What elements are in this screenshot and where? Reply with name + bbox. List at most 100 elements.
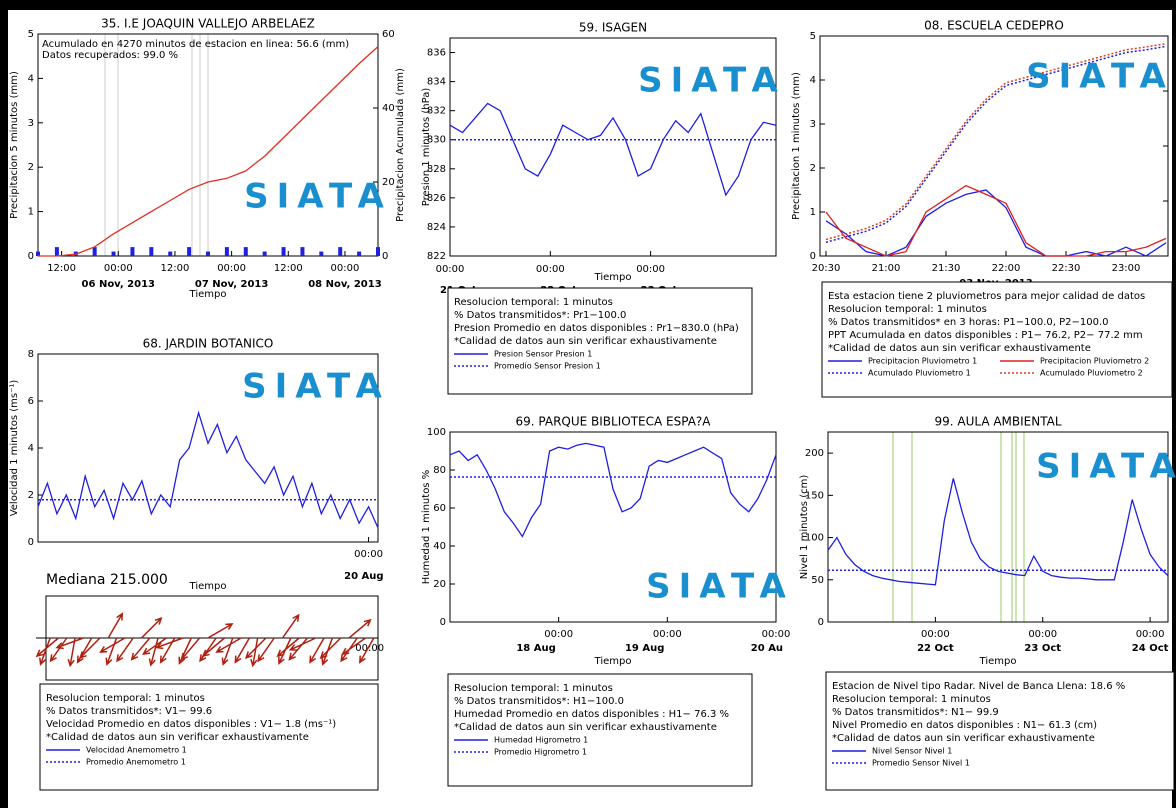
plot-frame xyxy=(449,431,777,623)
wind-arrow xyxy=(35,637,59,658)
series-line xyxy=(449,102,777,197)
wind-arrow xyxy=(142,637,167,656)
wind-arrow xyxy=(201,637,225,658)
x-tick-label: 00:00 xyxy=(921,629,950,640)
wind-arrow xyxy=(244,637,267,659)
info-text: % Datos transmitidos*: Pr1−100.0 xyxy=(454,310,626,321)
info-text: *Calidad de datos aun sin verificar exha… xyxy=(454,336,717,347)
chart-title: 99. AULA AMBIENTAL xyxy=(934,415,1061,429)
y2-tick-label: 0 xyxy=(382,251,388,262)
legend-label: Precipitacion Pluviometro 1 xyxy=(868,357,977,366)
info-text: Resolucion temporal: 1 minutos xyxy=(454,297,613,308)
y-tick-label: 5 xyxy=(810,31,816,42)
y-tick-label: 0 xyxy=(810,251,816,262)
x-tick-label: 00:00 xyxy=(544,629,573,640)
logo: SIATA xyxy=(646,567,794,607)
wind-arrow xyxy=(207,623,234,639)
wind-arrow xyxy=(67,637,76,668)
y-tick-label: 40 xyxy=(433,541,446,552)
x-tick-label: 20:30 xyxy=(812,263,841,274)
x-tick-label: 00:00 xyxy=(217,263,246,274)
x-tick-label: 00:00 xyxy=(355,643,384,654)
x-axis-label: Tiempo xyxy=(594,272,632,283)
logo: SIATA xyxy=(638,61,786,101)
x-axis-label: Tiempo xyxy=(594,656,632,667)
series-line xyxy=(825,45,1167,244)
y-tick-label: 100 xyxy=(805,533,824,544)
date-label: 23 Oct xyxy=(1024,643,1061,654)
y2-tick-label: 60 xyxy=(1172,86,1176,97)
wind-arrow xyxy=(155,637,184,650)
wind-arrow xyxy=(105,637,118,666)
y-tick-label: 2 xyxy=(28,162,34,173)
info-text: Esta estacion tiene 2 pluviometros para … xyxy=(828,291,1145,302)
wind-arrow xyxy=(55,637,84,650)
wind-arrow xyxy=(341,637,366,656)
x-tick-label: 12:00 xyxy=(47,263,76,274)
y-tick-label: 0 xyxy=(28,251,34,262)
wind-arrow xyxy=(199,637,217,663)
x-tick-label: 21:30 xyxy=(932,263,961,274)
wind-arrow xyxy=(39,637,51,666)
plot-frame xyxy=(449,37,777,257)
wind-arrow xyxy=(49,637,68,663)
y-axis-label: Presion 1 minutos (hPa) xyxy=(421,88,432,207)
x-tick-label: 23:00 xyxy=(1112,263,1141,274)
bar xyxy=(338,247,343,256)
y-axis-label: Humedad 1 minutos % xyxy=(421,470,432,584)
series-line xyxy=(825,42,1167,241)
x-tick-label: 00:00 xyxy=(653,629,682,640)
info-text: Resolucion temporal: 1 minutos xyxy=(828,304,987,315)
series-line xyxy=(38,46,379,257)
y-tick-label: 6 xyxy=(28,396,34,407)
logo: SIATA xyxy=(244,177,392,217)
annotation: Datos recuperados: 99.0 % xyxy=(42,50,178,61)
y-tick-label: 80 xyxy=(433,465,446,476)
y-tick-label: 0 xyxy=(818,617,824,628)
chart-title: 69. PARQUE BIBLIOTECA ESPA?A xyxy=(516,415,712,429)
y-tick-label: 200 xyxy=(805,448,824,459)
bar xyxy=(281,247,286,256)
x-tick-label: 00:00 xyxy=(636,264,665,275)
info-box xyxy=(447,673,753,787)
legend-label: Presion Sensor Presion 1 xyxy=(494,350,592,359)
wind-arrow xyxy=(148,637,159,667)
logo: SIATA xyxy=(1026,57,1174,97)
y-tick-label: 100 xyxy=(427,427,446,438)
y-tick-label: 2 xyxy=(810,163,816,174)
info-text: % Datos transmitidos*: H1−100.0 xyxy=(454,696,624,707)
plot-frame xyxy=(827,431,1169,623)
wind-arrow xyxy=(309,637,325,664)
y-tick-label: 836 xyxy=(427,48,446,59)
date-label: 07 Nov, 2013 xyxy=(195,279,268,290)
info-text: Estacion de Nivel tipo Radar. Nivel de B… xyxy=(832,681,1125,692)
wind-arrow xyxy=(234,637,250,664)
info-text: Presion Promedio en datos disponibles : … xyxy=(454,323,739,334)
wind-arrow xyxy=(250,637,259,668)
y-tick-label: 60 xyxy=(433,503,446,514)
date-label: 20 Au xyxy=(751,643,783,654)
wind-arrow xyxy=(140,617,163,639)
wind-arrow xyxy=(78,637,101,659)
wind-arrow xyxy=(99,637,126,653)
bar xyxy=(168,251,173,256)
wind-arrow xyxy=(130,637,151,661)
y-tick-label: 4 xyxy=(810,75,816,86)
x-axis-label: Tiempo xyxy=(189,289,227,300)
y-tick-label: 20 xyxy=(433,579,446,590)
legend-label: Promedio Anemometro 1 xyxy=(86,758,186,767)
y2-tick-label: 80 xyxy=(1172,31,1176,42)
y-tick-label: 0 xyxy=(28,537,34,548)
wind-arrow xyxy=(221,637,234,666)
y-axis-label: Nivel 1 minutos (cm) xyxy=(799,475,810,580)
bar xyxy=(357,251,362,256)
y-tick-label: 150 xyxy=(805,490,824,501)
x-tick-label: 12:00 xyxy=(274,263,303,274)
y2-tick-label: 0 xyxy=(1172,251,1176,262)
wind-arrow xyxy=(288,637,317,651)
y2-tick-label: 40 xyxy=(1172,141,1176,152)
y2-tick-label: 40 xyxy=(382,103,395,114)
x-tick-label: 00:00 xyxy=(762,629,791,640)
y-tick-label: 50 xyxy=(811,575,824,586)
